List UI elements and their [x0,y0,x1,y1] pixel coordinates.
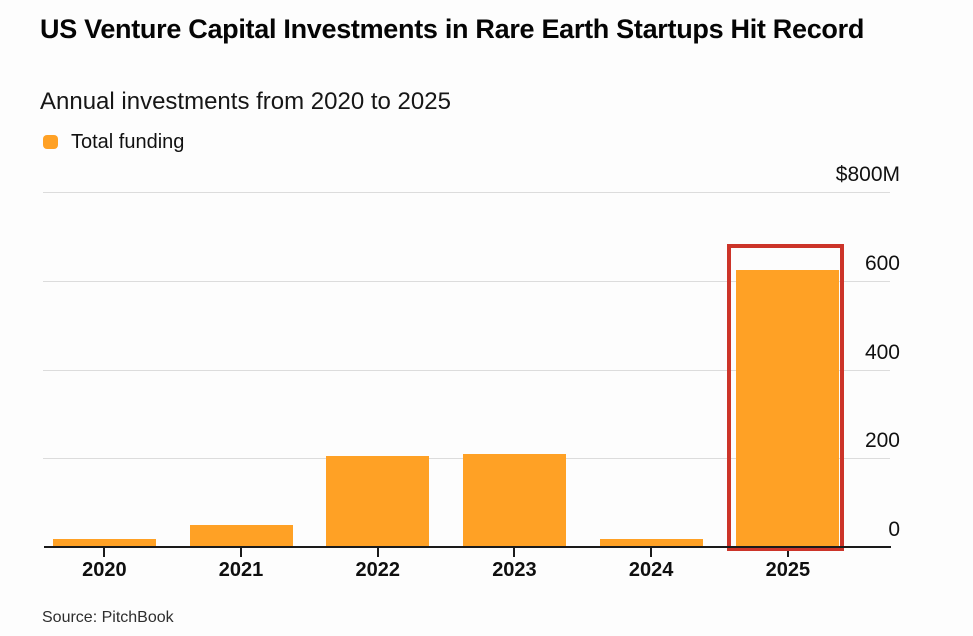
bar-2022 [326,456,430,547]
y-axis-label-600: 600 [864,251,900,275]
chart-subtitle: Annual investments from 2020 to 2025 [40,88,451,115]
bar-2025 [736,269,840,547]
x-tick-2025 [786,548,789,557]
gridline-600 [43,280,890,282]
x-tick-2022 [376,548,379,557]
x-axis-label-2025: 2025 [765,559,811,581]
y-axis-label-200: 200 [864,429,900,453]
x-axis-label-2024: 2024 [628,559,674,581]
y-axis-label-400: 400 [864,340,900,364]
y-axis-label-800: $800M [835,163,900,186]
legend: Total funding [43,130,185,153]
gridline-800 [43,192,890,193]
bar-2021 [189,524,293,547]
bar-2020 [52,539,156,547]
x-tick-2021 [240,548,243,557]
legend-label: Total funding [71,130,185,153]
x-axis-label-2020: 2020 [82,559,127,581]
x-tick-2020 [103,548,106,557]
gridline-400 [43,369,890,371]
highlight-box-2025 [727,243,845,551]
legend-swatch-icon [43,135,58,149]
x-axis-label-2023: 2023 [492,559,537,581]
bar-2024 [599,539,703,547]
x-axis-label-2022: 2022 [355,559,401,581]
bar-2023 [462,453,566,547]
chart-title: US Venture Capital Investments in Rare E… [40,14,865,44]
x-tick-2024 [650,548,653,557]
x-axis-label-2021: 2021 [218,559,264,581]
source-note: Source: PitchBook [42,609,174,626]
y-axis-label-0: 0 [888,518,900,541]
x-tick-2023 [513,548,516,557]
x-axis-line [44,546,891,548]
